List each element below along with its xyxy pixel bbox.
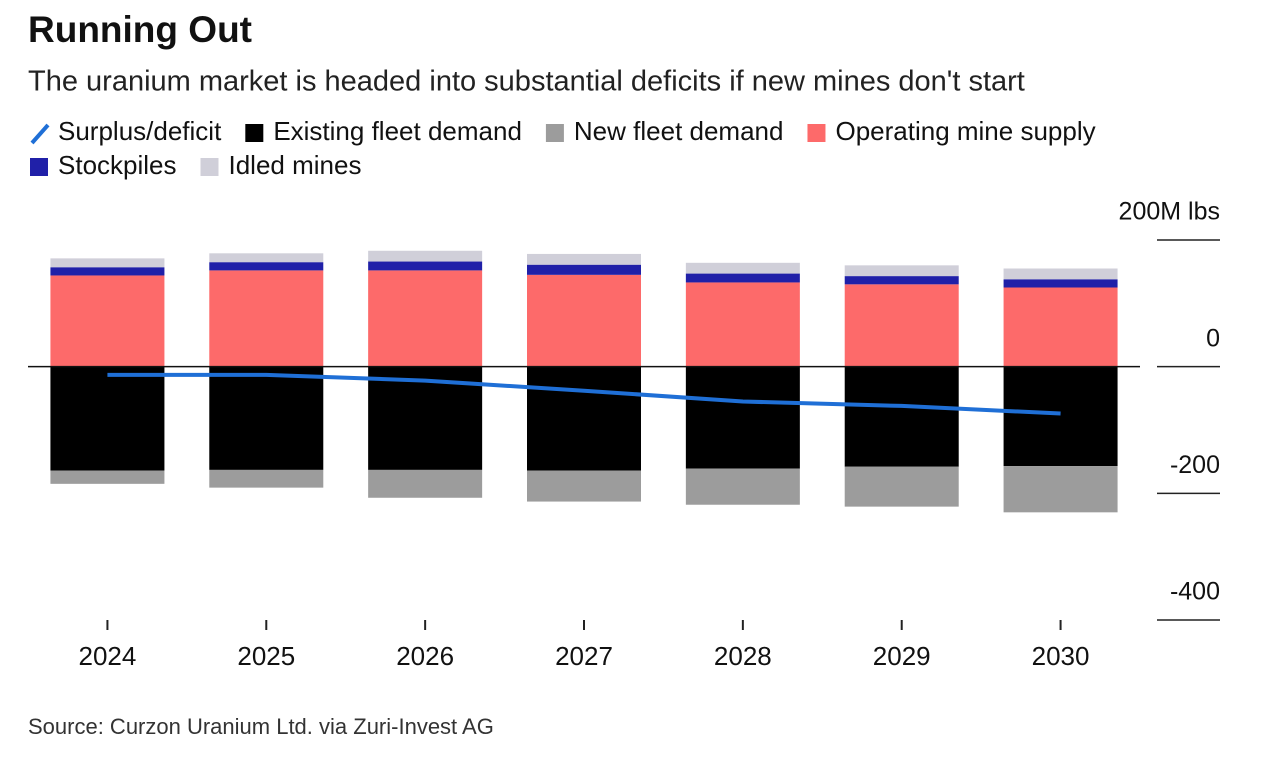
bar-segment — [209, 262, 324, 271]
legend-label: Operating mine supply — [835, 116, 1095, 146]
x-tick-label: 2027 — [555, 641, 613, 671]
bar-segment — [368, 270, 483, 367]
bar-segment — [368, 469, 483, 498]
legend-swatch — [30, 123, 50, 145]
legend-swatch — [807, 124, 826, 142]
bar-segment — [209, 366, 324, 470]
bar-segment — [1003, 279, 1118, 288]
legend-swatch — [200, 158, 219, 176]
bar-segment — [1003, 366, 1118, 467]
bar-segment — [844, 265, 959, 277]
bar-segment — [50, 258, 165, 268]
bar-segment — [527, 470, 641, 502]
bar-segment — [844, 366, 959, 467]
bar-segment — [527, 274, 641, 367]
line-series — [107, 372, 1061, 416]
bar-segment — [527, 366, 641, 471]
y-tick-label: 0 — [1206, 324, 1220, 352]
y-tick-label: -400 — [1170, 578, 1220, 606]
source-note: Source: Curzon Uranium Ltd. via Zuri-Inv… — [28, 714, 494, 739]
bar-segment — [685, 366, 800, 469]
bar-segment — [209, 270, 324, 367]
x-tick-label: 2024 — [79, 641, 137, 671]
legend-label: New fleet demand — [574, 116, 784, 146]
legend-label: Stockpiles — [58, 150, 177, 180]
chart-title: Running Out — [28, 9, 252, 50]
legend-label: Surplus/deficit — [58, 116, 222, 146]
bar-segment — [209, 253, 324, 263]
bar-segment — [50, 470, 165, 484]
chart-subtitle: The uranium market is headed into substa… — [28, 66, 1025, 98]
bar-segment — [685, 262, 800, 274]
legend-swatch — [545, 124, 564, 142]
y-tick-label: 200M lbs — [1119, 198, 1220, 226]
bar-segment — [1003, 287, 1118, 367]
bar-segment — [685, 468, 800, 505]
bar-segment — [1003, 466, 1118, 513]
bar-segment — [50, 267, 165, 276]
bar-segment — [844, 276, 959, 285]
legend-swatch — [245, 124, 264, 142]
x-tick-label: 2030 — [1032, 641, 1090, 671]
legend-swatch — [30, 158, 48, 176]
bar-segment — [368, 250, 483, 262]
bar-segment — [50, 366, 165, 471]
bar-segment — [844, 466, 959, 507]
bar-segment — [50, 275, 165, 367]
bar-segment — [844, 284, 959, 367]
y-tick-label: -200 — [1170, 451, 1220, 479]
x-tick-label: 2026 — [396, 641, 454, 671]
legend-label: Idled mines — [229, 150, 362, 180]
bar-segment — [527, 264, 641, 275]
x-tick-label: 2029 — [873, 641, 931, 671]
bar-segment — [368, 261, 483, 271]
bar-segment — [527, 253, 641, 265]
bar-segment — [1003, 268, 1118, 280]
bar-segment — [209, 469, 324, 488]
bar-segment — [685, 273, 800, 283]
x-tick-label: 2028 — [714, 641, 772, 671]
bar-segment — [685, 282, 800, 367]
x-tick-label: 2025 — [237, 641, 295, 671]
legend-label: Existing fleet demand — [273, 116, 522, 146]
